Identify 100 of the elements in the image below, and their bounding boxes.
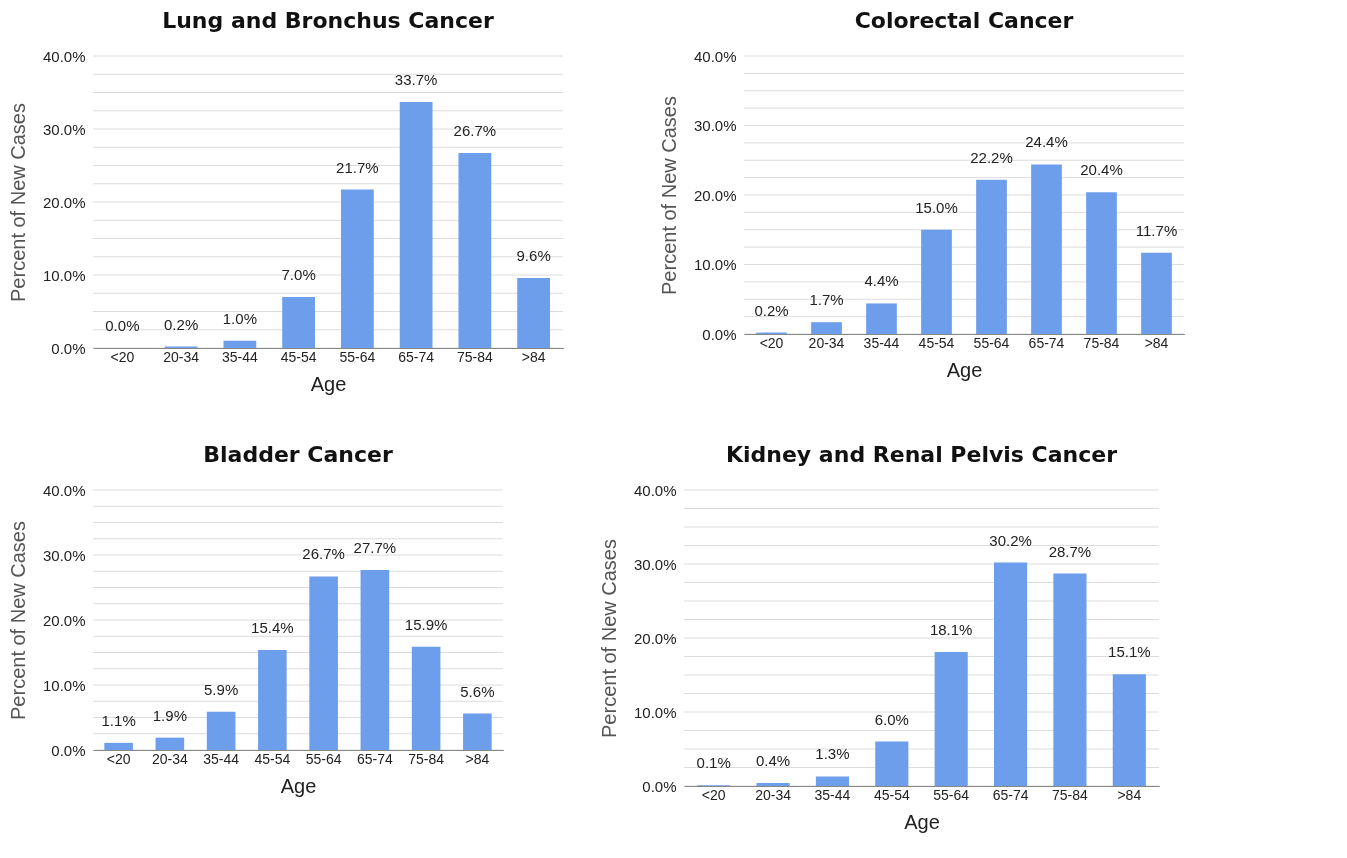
bar <box>282 296 316 348</box>
y-tick-label: 20.0% <box>42 611 86 629</box>
y-tick-label: 30.0% <box>693 117 737 134</box>
x-tick-label: <20 <box>701 786 726 803</box>
chart-title: Bladder Cancer <box>203 442 393 467</box>
x-tick-label: <20 <box>106 750 131 767</box>
data-label: 18.1% <box>929 621 973 639</box>
x-tick-label: >84 <box>465 750 490 767</box>
y-tick-label: 10.0% <box>693 256 737 273</box>
data-label: 27.7% <box>353 538 397 556</box>
data-label: 20.4% <box>1080 161 1123 179</box>
data-label: 26.7% <box>302 545 345 563</box>
data-label: 30.2% <box>989 531 1032 549</box>
x-tick-label: 65-74 <box>992 786 1029 803</box>
y-tick-label: 40.0% <box>693 47 737 65</box>
x-tick-label: 35-44 <box>814 786 851 803</box>
bar <box>155 737 185 750</box>
bar <box>258 649 287 750</box>
data-label: 0.2% <box>164 315 199 333</box>
y-tick-label: 0.0% <box>51 339 86 357</box>
y-tick-label: 0.0% <box>642 777 677 795</box>
y-axis-title: Percent of New Cases <box>597 539 620 738</box>
bar <box>1141 252 1172 334</box>
bar <box>206 711 236 750</box>
bar <box>756 783 790 786</box>
data-label: 0.1% <box>696 754 731 772</box>
chart-title: Kidney and Renal Pelvis Cancer <box>725 442 1118 467</box>
bar <box>1031 164 1062 334</box>
x-tick-label: 20-34 <box>755 786 792 803</box>
data-label: 21.7% <box>336 158 379 176</box>
y-tick-label: 20.0% <box>633 629 677 647</box>
y-tick-label: 10.0% <box>42 266 86 284</box>
bar <box>517 277 551 348</box>
data-label: 0.4% <box>755 752 791 770</box>
bar <box>223 340 257 348</box>
y-tick-label: 0.0% <box>702 325 737 343</box>
bar <box>309 576 338 750</box>
data-label: 4.4% <box>864 272 899 290</box>
data-label: 26.7% <box>453 122 497 140</box>
data-label: 11.7% <box>1135 221 1178 239</box>
bar <box>104 742 133 750</box>
bar <box>399 101 433 348</box>
data-label: 1.9% <box>152 706 187 724</box>
bar <box>458 153 492 348</box>
x-axis-title: Age <box>280 774 317 797</box>
bar <box>1053 573 1087 786</box>
chart-title: Colorectal Cancer <box>854 8 1074 33</box>
data-label: 6.0% <box>874 710 909 728</box>
data-label: 1.7% <box>809 291 844 309</box>
x-tick-label: 45-54 <box>873 786 910 803</box>
x-tick-label: 20-34 <box>808 334 845 351</box>
y-tick-label: 40.0% <box>42 47 86 65</box>
data-label: 1.3% <box>815 745 850 763</box>
x-tick-label: 45-54 <box>918 334 955 351</box>
data-label: 9.6% <box>516 246 551 264</box>
x-tick-label: >84 <box>1117 786 1142 803</box>
y-axis-title: Percent of New Cases <box>6 521 29 720</box>
bar <box>360 569 390 750</box>
y-axis-title: Percent of New Cases <box>657 96 680 295</box>
data-label: 24.4% <box>1025 133 1068 151</box>
x-tick-label: 35-44 <box>863 334 900 351</box>
x-tick-label: 65-74 <box>356 750 393 767</box>
x-tick-label: 55-64 <box>973 334 1010 351</box>
bar <box>934 652 968 786</box>
x-tick-label: 55-64 <box>933 786 970 803</box>
x-tick-label: 75-84 <box>1052 786 1089 803</box>
y-tick-label: 40.0% <box>633 481 677 499</box>
bar <box>811 322 842 334</box>
y-tick-label: 30.0% <box>633 555 677 573</box>
x-tick-label: 55-64 <box>339 348 376 365</box>
bar <box>463 713 492 750</box>
data-label: 15.0% <box>915 198 958 216</box>
bar <box>1112 674 1146 786</box>
y-tick-label: 30.0% <box>42 546 86 564</box>
data-label: 5.9% <box>204 680 239 698</box>
x-tick-label: 55-64 <box>305 750 342 767</box>
data-label: 0.2% <box>754 301 789 319</box>
x-tick-label: 20-34 <box>151 750 188 767</box>
x-tick-label: 65-74 <box>1028 334 1065 351</box>
bar <box>866 303 897 334</box>
data-label: 15.9% <box>404 615 448 633</box>
data-label: 0.0% <box>105 317 140 334</box>
data-label: 15.1% <box>1108 643 1151 661</box>
x-axis-title: Age <box>946 358 983 381</box>
data-label: 33.7% <box>394 70 438 88</box>
x-tick-label: 75-84 <box>1083 334 1120 351</box>
bar <box>1086 192 1117 334</box>
data-label: 5.6% <box>460 682 495 700</box>
y-tick-label: 40.0% <box>42 481 86 499</box>
x-tick-label: <20 <box>759 334 784 351</box>
y-tick-label: 20.0% <box>693 186 737 204</box>
y-tick-label: 30.0% <box>42 120 86 138</box>
chart-title: Lung and Bronchus Cancer <box>162 8 494 33</box>
data-label: 28.7% <box>1048 542 1092 560</box>
bar <box>875 741 909 786</box>
y-tick-label: 20.0% <box>42 193 86 211</box>
x-tick-label: >84 <box>521 348 546 365</box>
y-axis-title: Percent of New Cases <box>6 103 29 302</box>
x-tick-label: 75-84 <box>456 348 493 365</box>
x-axis-title: Age <box>904 810 940 833</box>
